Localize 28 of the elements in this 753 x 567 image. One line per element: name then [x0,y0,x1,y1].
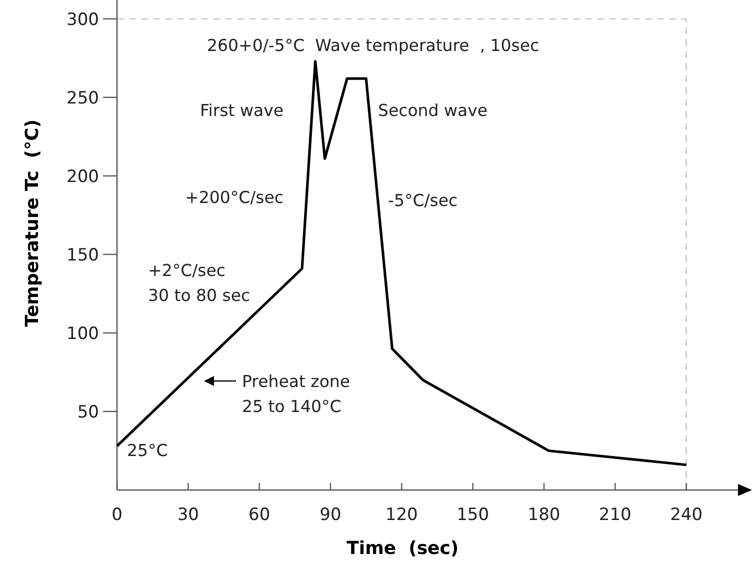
y-axis-title: Temperature Tc (°C) [22,119,43,327]
annotation: Second wave [378,101,488,120]
y-tick-label: 250 [66,88,99,108]
annotation: +2°C/sec [148,261,226,280]
x-tick-label: 0 [112,505,122,525]
annotation: -5°C/sec [388,191,458,210]
x-axis-title: Time (sec) [346,538,459,559]
x-tick-label: 60 [248,505,270,525]
x-tick-label: 150 [456,505,490,525]
x-tick-label: 180 [528,505,560,525]
annotation: +200°C/sec [185,188,284,207]
x-tick-label: 210 [598,505,632,525]
y-tick-label: 150 [66,245,99,266]
annotation: 25 to 140°C [242,397,342,416]
annotation: 30 to 80 sec [148,286,250,305]
x-tick-label: 240 [670,505,703,525]
annotation: 25°C [127,441,168,460]
y-tick-label: 200 [66,166,99,187]
x-tick-label: 30 [177,505,199,525]
y-tick-label: 100 [66,324,99,344]
x-tick-label: 120 [385,505,418,525]
annotation: Preheat zone [242,372,350,391]
line-series [116,60,688,466]
annotation: First wave [200,101,284,120]
x-tick-label: 90 [320,505,342,525]
y-tick-label: 300 [66,10,99,30]
annotation: 260+0/-5°C Wave temperature , 10sec [207,36,540,55]
y-tick-label: 50 [77,402,99,422]
